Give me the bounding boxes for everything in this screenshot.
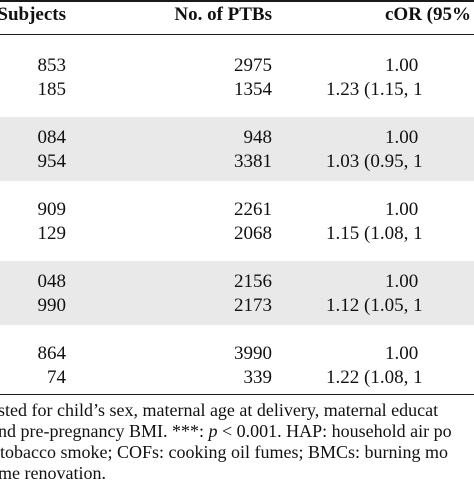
table-row-2-cor: 1.23 (1.15, 1	[326, 79, 423, 100]
table-top-rule	[0, 0, 474, 2]
table-row-3-cor: 1.00	[385, 127, 419, 148]
footnote-line-1: sted for child’s sex, maternal age at de…	[0, 400, 439, 420]
table-row-2-ptbs: 1354	[234, 79, 272, 100]
table-row-10-ptbs: 339	[243, 367, 273, 388]
table-row-10-subjects: 74	[47, 367, 66, 388]
group-band-4	[0, 261, 474, 325]
table-row-8-cor: 1.12 (1.05, 1	[326, 295, 423, 316]
table-row-6-subjects: 129	[37, 223, 67, 244]
header-rule	[0, 34, 474, 35]
table-row-8-ptbs: 2173	[234, 295, 272, 316]
table-row-4-ptbs: 3381	[234, 151, 272, 172]
table-row-10-cor: 1.22 (1.08, 1	[326, 367, 423, 388]
table-row-5-subjects: 909	[37, 199, 67, 220]
table-row-9-ptbs: 3990	[234, 343, 272, 364]
table-row-9-subjects: 864	[37, 343, 67, 364]
footnote-line-2-end: < 0.001. HAP: household air po	[217, 421, 452, 441]
table-row-9-cor: 1.00	[385, 343, 419, 364]
footnote-line-2-start: nd pre-pregnancy BMI. ***:	[0, 421, 209, 441]
table-row-3-subjects: 084	[37, 127, 67, 148]
header-cor: cOR (95%	[385, 4, 472, 25]
table-row-6-ptbs: 2068	[234, 223, 272, 244]
table-row-7-ptbs: 2156	[234, 271, 272, 292]
header-no-of-ptbs: No. of PTBs	[174, 4, 272, 25]
table-row-1-ptbs: 2975	[234, 55, 272, 76]
table-row-5-cor: 1.00	[385, 199, 419, 220]
table-row-6-cor: 1.15 (1.08, 1	[326, 223, 423, 244]
table-row-2-subjects: 185	[37, 79, 67, 100]
table-bottom-rule	[0, 394, 474, 395]
table-row-1-cor: 1.00	[385, 55, 419, 76]
group-band-2	[0, 117, 474, 181]
table-row-8-subjects: 990	[37, 295, 67, 316]
table-row-4-cor: 1.03 (0.95, 1	[326, 151, 423, 172]
table-row-1-subjects: 853	[37, 55, 67, 76]
header-subjects: Subjects	[0, 4, 66, 25]
table-row-3-ptbs: 948	[243, 127, 273, 148]
footnote-line-3: tobacco smoke; COFs: cooking oil fumes; …	[0, 442, 448, 462]
footnote-line-4: me renovation.	[0, 463, 106, 483]
footnote-line-2: nd pre-pregnancy BMI. ***: p < 0.001. HA…	[0, 420, 452, 442]
table-row-7-subjects: 048	[37, 271, 67, 292]
table-row-4-subjects: 954	[37, 151, 67, 172]
footnote-p-symbol: p	[208, 421, 218, 441]
table-row-5-ptbs: 2261	[234, 199, 272, 220]
table-row-7-cor: 1.00	[385, 271, 419, 292]
